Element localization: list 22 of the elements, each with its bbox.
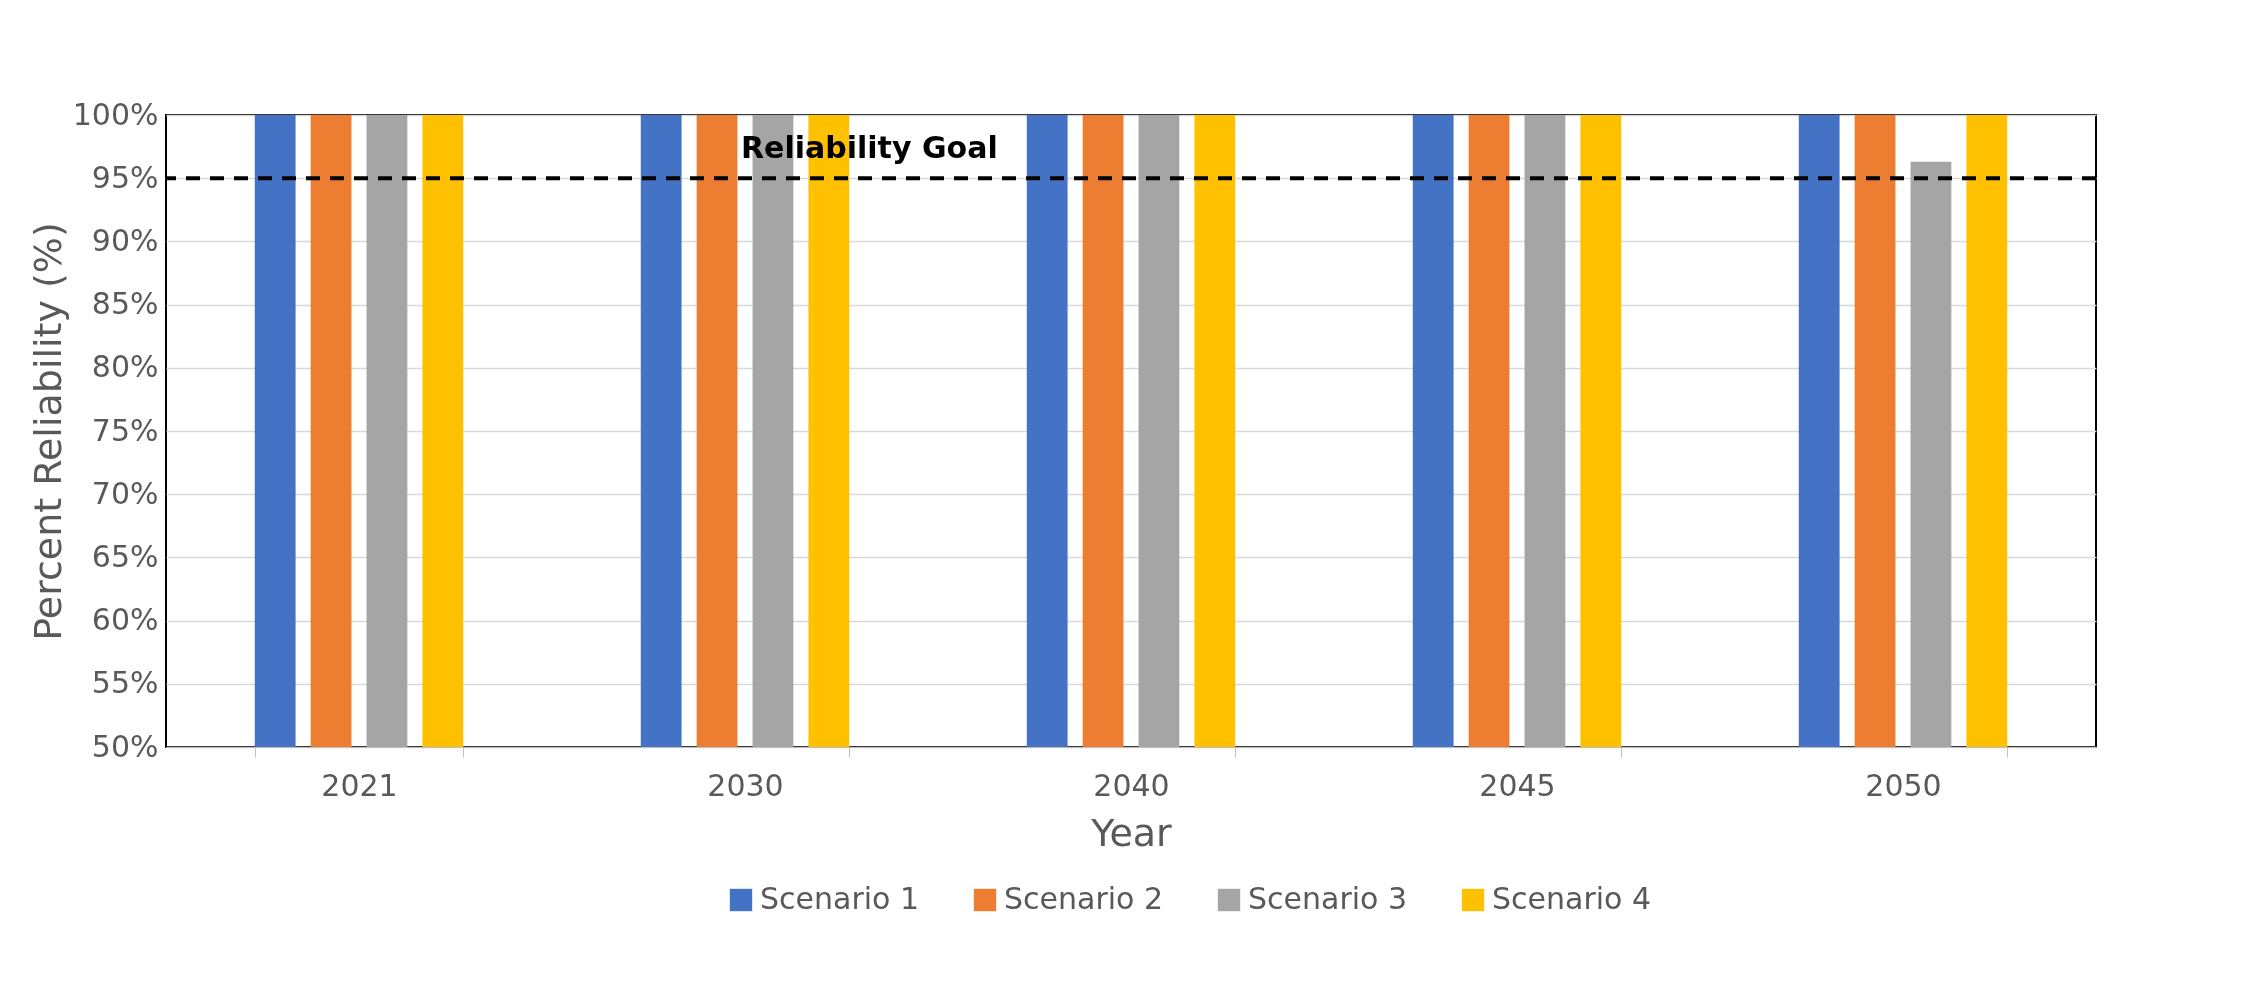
x-axis-title: Year — [1090, 810, 1173, 855]
y-tick-label: 80% — [91, 349, 159, 385]
y-axis-title: Percent Reliability (%) — [25, 222, 70, 641]
y-tick-label: 65% — [91, 538, 159, 574]
x-tick-label: 2021 — [321, 767, 398, 803]
y-tick-label: 85% — [91, 286, 159, 322]
y-tick-label: 70% — [91, 475, 159, 511]
y-tick-label: 55% — [91, 665, 159, 701]
y-tick-label: 100% — [72, 96, 159, 132]
y-tick-label: 95% — [91, 159, 159, 195]
legend-label: Scenario 3 — [1248, 881, 1408, 916]
x-tick-label: 2050 — [1865, 767, 1942, 803]
x-tick-label: 2040 — [1093, 767, 1170, 803]
y-tick-label: 60% — [91, 602, 159, 638]
y-tick-label: 75% — [91, 412, 159, 448]
legend-label: Scenario 2 — [1004, 881, 1164, 916]
x-tick-label: 2045 — [1479, 767, 1556, 803]
legend-label: Scenario 1 — [760, 881, 920, 916]
legend-label: Scenario 4 — [1492, 881, 1652, 916]
y-tick-label: 50% — [91, 728, 159, 764]
y-tick-label: 90% — [91, 222, 159, 258]
x-tick-label: 2030 — [707, 767, 784, 803]
